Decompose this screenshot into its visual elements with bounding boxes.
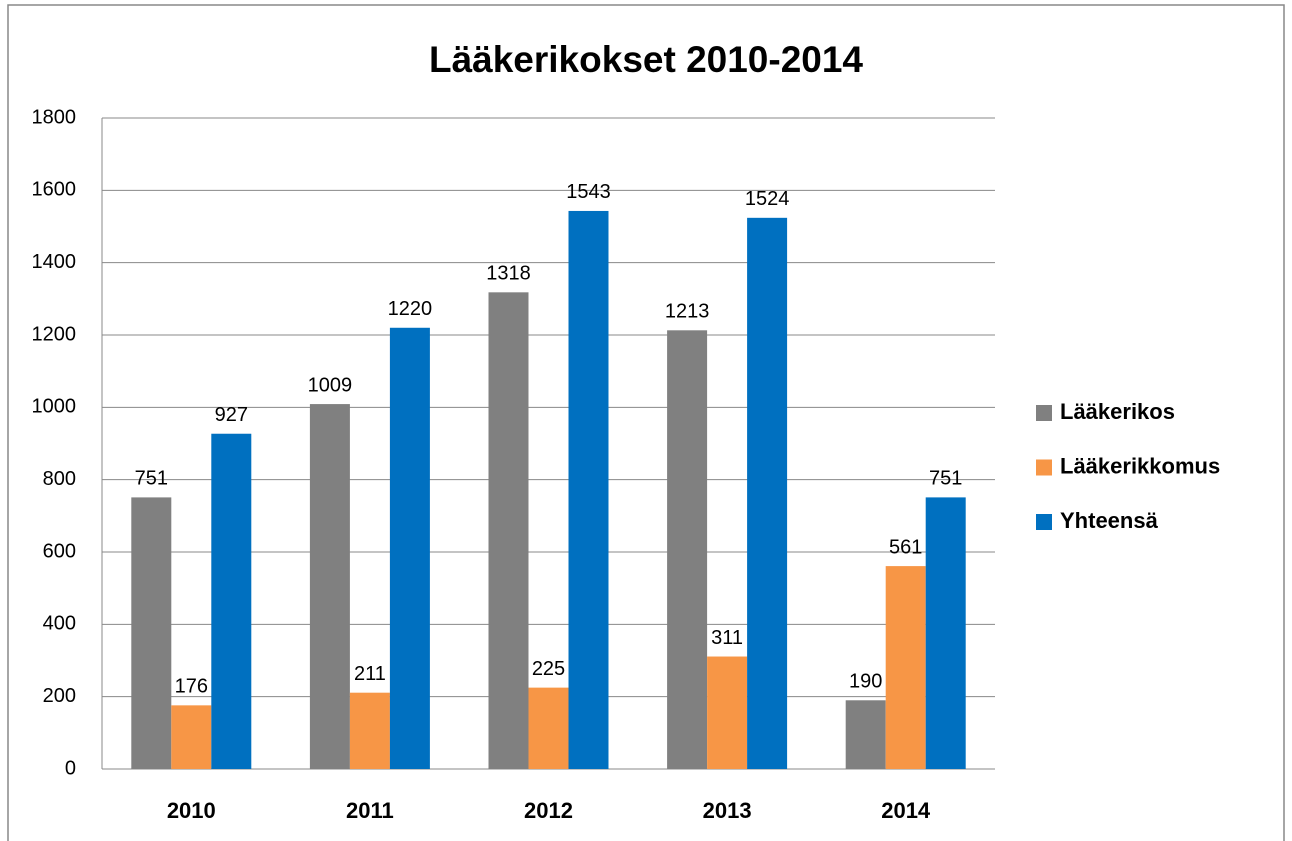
y-tick-label: 1800	[32, 106, 77, 128]
bar	[171, 705, 212, 769]
legend-swatch	[1036, 514, 1052, 530]
data-label: 1524	[745, 188, 790, 210]
bar	[925, 497, 966, 769]
legend-label: Lääkerikos	[1060, 399, 1175, 424]
bar	[389, 327, 430, 769]
bar	[707, 656, 748, 769]
data-label: 190	[849, 671, 882, 693]
bar	[349, 692, 390, 769]
data-label: 1220	[388, 298, 433, 320]
bar	[211, 433, 252, 769]
data-label: 225	[532, 658, 565, 680]
data-label: 176	[175, 676, 208, 698]
x-tick-label: 2014	[881, 798, 931, 823]
data-label: 1213	[665, 301, 710, 323]
x-tick-label: 2013	[703, 798, 752, 823]
chart-title: Lääkerikokset 2010-2014	[429, 39, 863, 80]
bar	[885, 566, 926, 769]
legend-label: Lääkerikkomus	[1060, 453, 1220, 478]
legend-label: Yhteensä	[1060, 508, 1159, 533]
bar	[131, 497, 172, 769]
bar	[309, 404, 350, 769]
bar	[667, 330, 708, 769]
x-tick-label: 2012	[524, 798, 573, 823]
bar	[845, 700, 886, 769]
bar	[568, 210, 609, 769]
bar	[747, 217, 788, 769]
y-tick-label: 600	[43, 540, 76, 562]
data-label: 1009	[308, 374, 353, 396]
bar	[528, 687, 569, 769]
data-label: 1543	[566, 181, 611, 203]
data-label: 751	[135, 468, 168, 490]
y-tick-label: 1200	[32, 323, 77, 345]
x-tick-label: 2010	[167, 798, 216, 823]
y-tick-label: 0	[65, 757, 76, 779]
legend-swatch	[1036, 459, 1052, 476]
legend-swatch	[1036, 405, 1052, 421]
y-tick-label: 1000	[32, 396, 77, 418]
y-tick-label: 1400	[32, 251, 77, 273]
bar	[488, 292, 529, 769]
x-tick-label: 2011	[346, 798, 394, 823]
data-label: 1318	[486, 263, 531, 285]
data-label: 211	[354, 663, 386, 685]
y-tick-label: 400	[43, 613, 76, 635]
data-label: 751	[929, 468, 962, 490]
y-tick-label: 800	[43, 468, 76, 490]
y-tick-label: 1600	[32, 179, 77, 201]
data-label: 927	[215, 404, 248, 426]
data-label: 561	[889, 536, 922, 558]
y-tick-label: 200	[43, 685, 76, 707]
data-label: 311	[711, 627, 743, 649]
